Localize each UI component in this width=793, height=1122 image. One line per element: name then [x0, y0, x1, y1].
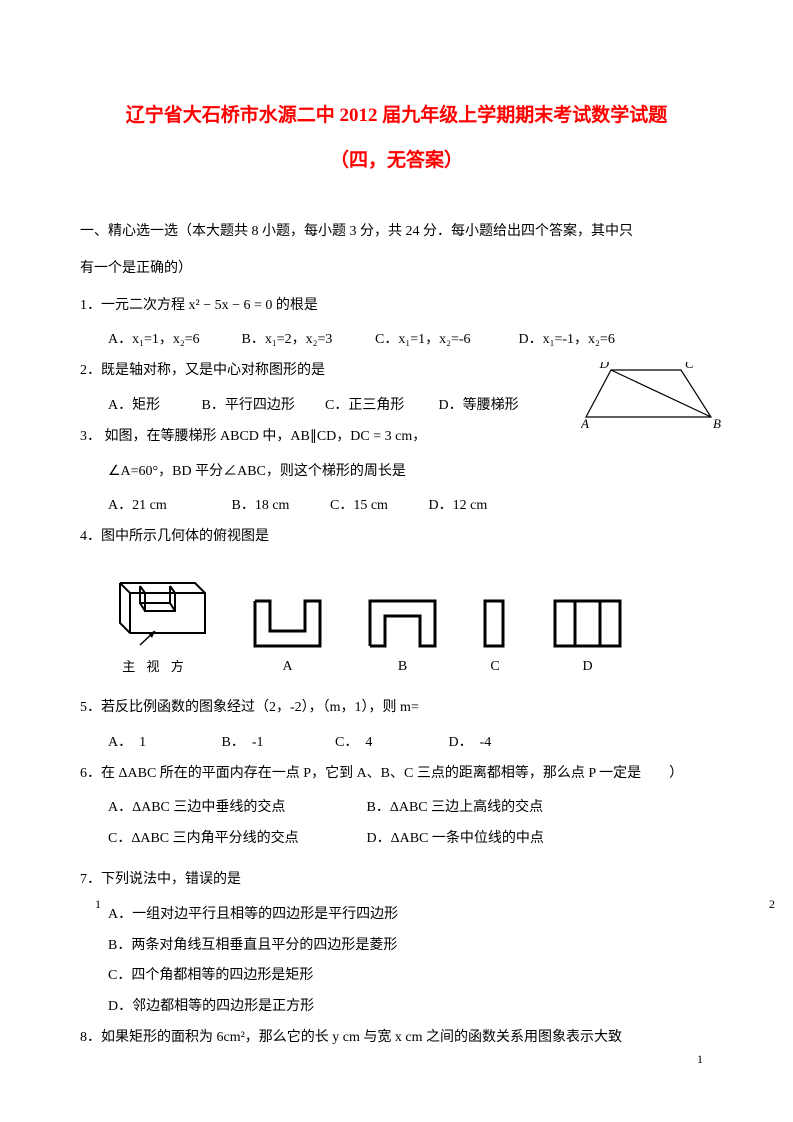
fig-b-svg — [365, 596, 440, 651]
q7-opt-b: B．两条对角线互相垂直且平分的四边形是菱形 — [80, 931, 713, 962]
q4-solid: 主 视 方 — [100, 563, 210, 675]
trapezoid-svg: D C A B — [581, 362, 721, 432]
q5-opt-b: B． -1 — [222, 728, 332, 759]
trap-label-b: B — [713, 416, 721, 431]
fig-a-label: A — [282, 659, 292, 675]
section1-line1: 一、精心选一选（本大题共 8 小题，每小题 3 分，共 24 分．每小题给出四个… — [80, 217, 713, 248]
q2-opt-d: D．等腰梯形 — [439, 391, 519, 422]
trap-label-c: C — [685, 362, 694, 371]
q4-fig-c: C — [480, 596, 510, 675]
q2-opt-b: B．平行四边形 — [202, 391, 322, 422]
trap-label-a: A — [581, 416, 589, 431]
q1-opt-a: A．x₁=1，x₂=6 — [108, 325, 238, 356]
footer-page-number: 1 — [697, 1052, 703, 1067]
q5-opt-d: D． -4 — [449, 728, 492, 759]
trapezoid-figure: D C A B — [581, 362, 721, 437]
q4-stem: 4．图中所示几何体的俯视图是 — [80, 522, 713, 553]
q1-opt-d: D．x₁=-1，x₂=6 — [519, 325, 615, 356]
q6-opt-b: B．ΔABC 三边上高线的交点 — [367, 793, 544, 824]
q3-opt-d: D．12 cm — [429, 491, 488, 522]
q2-opt-c: C．正三角形 — [325, 391, 435, 422]
trap-label-d: D — [599, 362, 610, 371]
q5-options: A． 1 B． -1 C． 4 D． -4 — [80, 728, 713, 759]
fig-a-svg — [250, 596, 325, 651]
q6-opt-a: A．ΔABC 三边中垂线的交点 — [108, 793, 363, 824]
page-number-right: 2 — [769, 897, 775, 912]
q4-fig-b: B — [365, 596, 440, 675]
q4-fig-d: D — [550, 596, 625, 675]
q4-fig-a: A — [250, 596, 325, 675]
doc-title-line2: （四，无答案） — [80, 145, 713, 172]
q1-opt-c: C．x₁=1，x₂=-6 — [375, 325, 515, 356]
q5-opt-a: A． 1 — [108, 728, 218, 759]
q3-opt-c: C．15 cm — [330, 491, 425, 522]
q6-options-row1: A．ΔABC 三边中垂线的交点 B．ΔABC 三边上高线的交点 — [80, 793, 713, 824]
page-container: 辽宁省大石桥市水源二中 2012 届九年级上学期期末考试数学试题 （四，无答案）… — [0, 0, 793, 1098]
q3-options: A．21 cm B．18 cm C．15 cm D．12 cm — [80, 491, 713, 522]
q7-opt-d: D．邻边都相等的四边形是正方形 — [80, 992, 713, 1023]
q6-opt-c: C．ΔABC 三内角平分线的交点 — [108, 824, 363, 855]
q7-opt-a: A．一组对边平行且相等的四边形是平行四边形 — [80, 900, 713, 931]
q5-opt-c: C． 4 — [335, 728, 445, 759]
fig-b-label: B — [398, 659, 407, 675]
q8-stem: 8．如果矩形的面积为 6cm²，那么它的长 y cm 与宽 x cm 之间的函数… — [80, 1023, 713, 1054]
q1-options: A．x₁=1，x₂=6 B．x₁=2，x₂=3 C．x₁=1，x₂=-6 D．x… — [80, 325, 713, 356]
q5-stem: 5．若反比例函数的图象经过（2，-2），（m，1），则 m= — [80, 693, 713, 724]
fig-c-label: C — [490, 659, 499, 675]
q6-options-row2: C．ΔABC 三内角平分线的交点 D．ΔABC 一条中位线的中点 — [80, 824, 713, 855]
solid-svg — [100, 563, 210, 648]
view-direction-label: 主 视 方 — [122, 656, 188, 675]
fig-c-svg — [480, 596, 510, 651]
q6-opt-d: D．ΔABC 一条中位线的中点 — [367, 824, 544, 855]
q3-line2: ∠A=60°，BD 平分∠ABC，则这个梯形的周长是 — [80, 457, 713, 488]
q3-opt-b: B．18 cm — [232, 491, 327, 522]
q1-opt-b: B．x₁=2，x₂=3 — [242, 325, 372, 356]
q4-figures: 主 视 方 A B C — [100, 563, 713, 675]
fig-d-label: D — [582, 659, 592, 675]
q1-stem: 1．一元二次方程 x² − 5x − 6 = 0 的根是 — [80, 291, 713, 322]
q3-opt-a: A．21 cm — [108, 491, 228, 522]
page-number-left: 1 — [95, 897, 101, 912]
q7-opt-c: C．四个角都相等的四边形是矩形 — [80, 961, 713, 992]
q2-opt-a: A．矩形 — [108, 391, 198, 422]
fig-d-svg — [550, 596, 625, 651]
section1-line2: 有一个是正确的） — [80, 254, 713, 285]
q6-stem: 6．在 ΔABC 所在的平面内存在一点 P，它到 A、B、C 三点的距离都相等，… — [80, 759, 713, 790]
doc-title-line1: 辽宁省大石桥市水源二中 2012 届九年级上学期期末考试数学试题 — [80, 100, 713, 127]
q7-stem: 7．下列说法中，错误的是 — [80, 865, 713, 896]
